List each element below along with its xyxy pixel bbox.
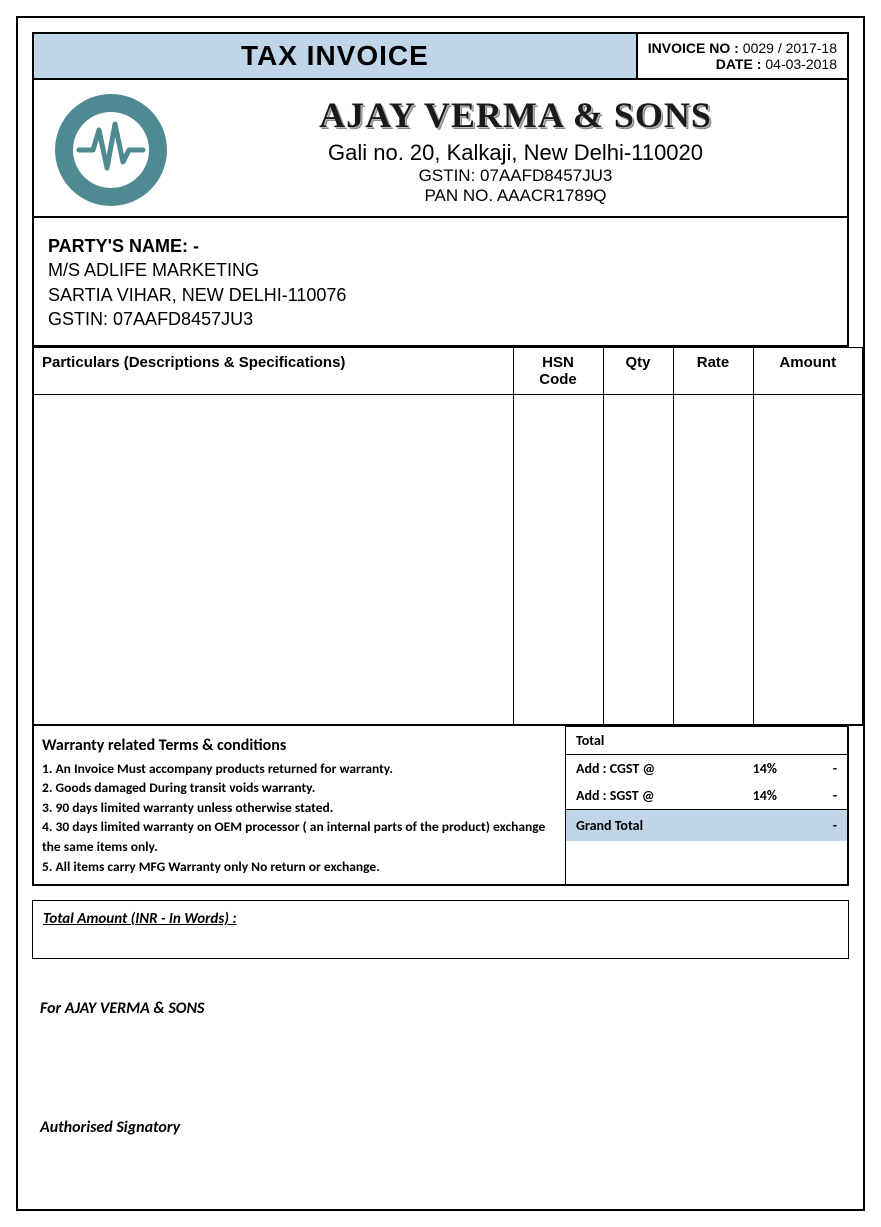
sgst-rate: 14%	[707, 787, 777, 804]
party-label: PARTY'S NAME: -	[48, 234, 833, 258]
company-gstin: GSTIN: 07AAFD8457JU3	[196, 166, 835, 186]
total-label: Total	[576, 732, 707, 749]
authorised-signatory: Authorised Signatory	[40, 1118, 849, 1137]
term-item: 2. Goods damaged During transit voids wa…	[42, 778, 557, 798]
party-box: PARTY'S NAME: - M/S ADLIFE MARKETING SAR…	[32, 218, 849, 347]
terms-title: Warranty related Terms & conditions	[42, 736, 557, 755]
sgst-row: Add : SGST @ 14% -	[566, 782, 847, 809]
col-particulars: Particulars (Descriptions & Specificatio…	[33, 348, 513, 395]
invoice-page: TAX INVOICE INVOICE NO : 0029 / 2017-18 …	[16, 16, 865, 1211]
term-item: 4. 30 days limited warranty on OEM proce…	[42, 817, 557, 856]
invoice-no-label: INVOICE NO :	[648, 40, 739, 56]
words-label: Total Amount (INR - In Words) :	[43, 910, 236, 928]
grand-label: Grand Total	[576, 817, 777, 834]
sgst-label: Add : SGST @	[576, 787, 707, 804]
cgst-amount: -	[777, 760, 837, 777]
cell-particulars	[33, 395, 513, 725]
cell-qty	[603, 395, 673, 725]
sgst-amount: -	[777, 787, 837, 804]
grand-total-row: Grand Total -	[566, 809, 847, 841]
signature-for: For AJAY VERMA & SONS	[40, 999, 849, 1018]
party-address: SARTIA VIHAR, NEW DELHI-110076	[48, 283, 833, 307]
col-hsn: HSN Code	[513, 348, 603, 395]
term-item: 1. An Invoice Must accompany products re…	[42, 759, 557, 779]
invoice-meta: INVOICE NO : 0029 / 2017-18 DATE : 04-03…	[636, 34, 847, 78]
col-rate: Rate	[673, 348, 753, 395]
cgst-rate: 14%	[707, 760, 777, 777]
total-row: Total	[566, 726, 847, 755]
invoice-no-value: 0029 / 2017-18	[743, 40, 837, 56]
items-table: Particulars (Descriptions & Specificatio…	[32, 347, 864, 726]
totals-block: Total Add : CGST @ 14% - Add : SGST @ 14…	[565, 726, 847, 884]
col-amount: Amount	[753, 348, 863, 395]
company-text: AJAY VERMA & SONS Gali no. 20, Kalkaji, …	[196, 94, 835, 206]
cell-amount	[753, 395, 863, 725]
company-name: AJAY VERMA & SONS	[196, 94, 835, 136]
pulse-logo-icon	[51, 90, 171, 210]
cgst-label: Add : CGST @	[576, 760, 707, 777]
col-qty: Qty	[603, 348, 673, 395]
term-item: 3. 90 days limited warranty unless other…	[42, 798, 557, 818]
doc-title: TAX INVOICE	[34, 34, 636, 78]
below-table: Warranty related Terms & conditions 1. A…	[32, 726, 849, 886]
party-gstin: GSTIN: 07AAFD8457JU3	[48, 307, 833, 331]
table-row	[33, 395, 863, 725]
signature-block: For AJAY VERMA & SONS Authorised Signato…	[32, 999, 849, 1137]
date-value: 04-03-2018	[765, 56, 837, 72]
cell-hsn	[513, 395, 603, 725]
cgst-row: Add : CGST @ 14% -	[566, 755, 847, 782]
grand-amount: -	[777, 817, 837, 834]
company-box: AJAY VERMA & SONS Gali no. 20, Kalkaji, …	[32, 80, 849, 218]
logo-wrap	[46, 90, 176, 210]
term-item: 5. All items carry MFG Warranty only No …	[42, 857, 557, 877]
terms-block: Warranty related Terms & conditions 1. A…	[34, 726, 565, 884]
company-pan: PAN NO. AAACR1789Q	[196, 186, 835, 206]
party-name: M/S ADLIFE MARKETING	[48, 258, 833, 282]
date-label: DATE :	[716, 56, 762, 72]
amount-in-words-box: Total Amount (INR - In Words) :	[32, 900, 849, 959]
table-header-row: Particulars (Descriptions & Specificatio…	[33, 348, 863, 395]
invoice-header: TAX INVOICE INVOICE NO : 0029 / 2017-18 …	[32, 32, 849, 80]
company-address: Gali no. 20, Kalkaji, New Delhi-110020	[196, 140, 835, 166]
cell-rate	[673, 395, 753, 725]
